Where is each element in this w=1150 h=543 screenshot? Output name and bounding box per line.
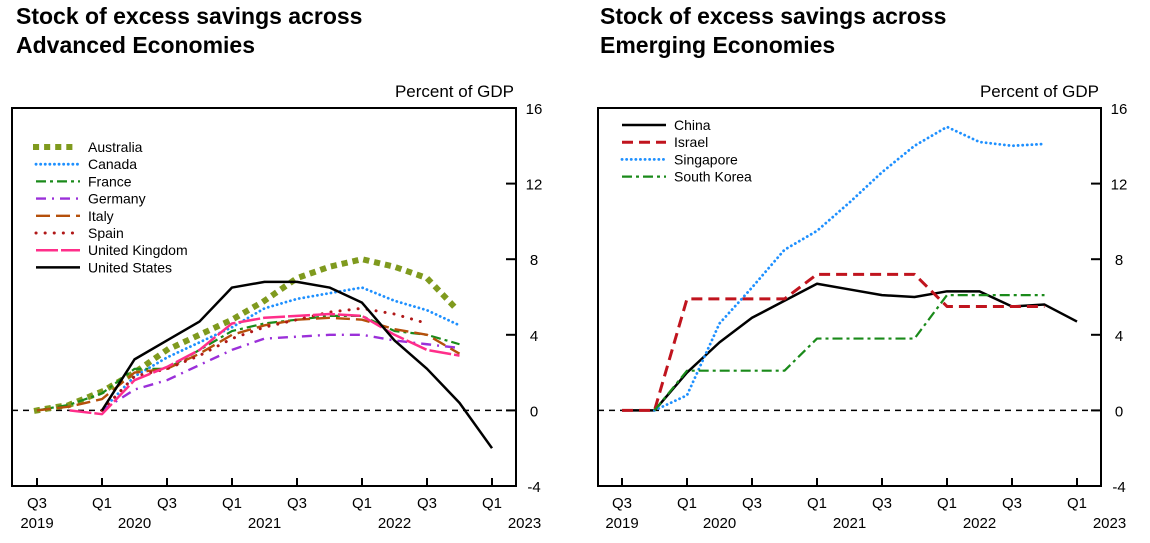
x-tick-label: Q3 (157, 495, 177, 512)
y-tick-label: 8 (1115, 252, 1123, 269)
x-tick-label: Q1 (677, 495, 697, 512)
x-tick-label: Q1 (937, 495, 957, 512)
series-line-france (36, 314, 460, 412)
x-tick-label: Q1 (1067, 495, 1087, 512)
x-tick-label: Q1 (807, 495, 827, 512)
series-line-germany (101, 333, 460, 412)
series-line-canada (100, 286, 461, 412)
legend-label: United Kingdom (88, 242, 188, 258)
plot-frame (11, 107, 517, 487)
y-tick-label: 16 (1111, 101, 1128, 118)
x-tick-label: Q3 (1002, 495, 1022, 512)
y-axis-label: Percent of GDP (980, 82, 1099, 101)
y-axis-label: Percent of GDP (395, 82, 514, 101)
series-line-south-korea (653, 294, 1045, 412)
x-tick-year: 2021 (248, 515, 281, 532)
y-tick-label: 0 (530, 403, 538, 420)
legend-label: Israel (674, 134, 708, 150)
x-tick-year: 2019 (20, 515, 53, 532)
legend-label: South Korea (674, 169, 752, 185)
legend-label: France (88, 173, 132, 189)
y-tick-label: -4 (527, 479, 540, 496)
chart-panel-1: Stock of excess savings across Advanced E… (11, 3, 543, 532)
legend-label: Singapore (674, 151, 738, 167)
legend-label: Germany (88, 191, 146, 207)
series-line-singapore (653, 125, 1046, 412)
plot-frame (597, 107, 1102, 487)
y-tick-label: 12 (1111, 177, 1128, 194)
y-tick-label: 0 (1115, 403, 1123, 420)
series-line-china (622, 282, 1078, 412)
y-tick-label: -4 (1112, 479, 1125, 496)
x-tick-year: 2023 (1093, 515, 1126, 532)
x-tick-year: 2022 (378, 515, 411, 532)
x-tick-label: Q3 (287, 495, 307, 512)
legend-label: Spain (88, 225, 124, 241)
x-tick-label: Q1 (482, 495, 502, 512)
series-line-united-kingdom (69, 312, 460, 416)
series-line-australia (33, 256, 464, 414)
y-tick-label: 16 (526, 101, 543, 118)
x-tick-label: Q3 (612, 495, 632, 512)
y-tick-label: 12 (526, 177, 543, 194)
x-tick-label: Q3 (742, 495, 762, 512)
x-tick-label: Q3 (417, 495, 437, 512)
legend-label: China (674, 117, 711, 133)
x-tick-year: 2020 (703, 515, 736, 532)
x-tick-label: Q1 (352, 495, 372, 512)
x-tick-label: Q3 (872, 495, 892, 512)
x-tick-label: Q3 (27, 495, 47, 512)
legend-label: Australia (88, 139, 143, 155)
y-tick-label: 4 (1115, 328, 1123, 345)
x-tick-year: 2022 (963, 515, 996, 532)
x-tick-year: 2021 (833, 515, 866, 532)
x-tick-label: Q1 (222, 495, 242, 512)
series-line-israel (622, 272, 1045, 412)
legend-label: United States (88, 259, 172, 275)
chart-title: Stock of excess savings across (600, 3, 946, 29)
x-tick-year: 2019 (605, 515, 638, 532)
x-tick-year: 2023 (508, 515, 541, 532)
legend-label: Italy (88, 208, 114, 224)
chart-title: Emerging Economies (600, 32, 835, 58)
chart-title: Advanced Economies (16, 32, 255, 58)
chart-panel-2: Stock of excess savings across Emerging E… (597, 3, 1128, 532)
y-tick-label: 4 (530, 328, 538, 345)
series-line-italy (36, 316, 461, 412)
x-tick-year: 2020 (118, 515, 151, 532)
x-tick-label: Q1 (92, 495, 112, 512)
legend-label: Canada (88, 156, 137, 172)
y-tick-label: 8 (530, 252, 538, 269)
series-line-united-states (100, 280, 494, 449)
chart-title: Stock of excess savings across (16, 3, 362, 29)
